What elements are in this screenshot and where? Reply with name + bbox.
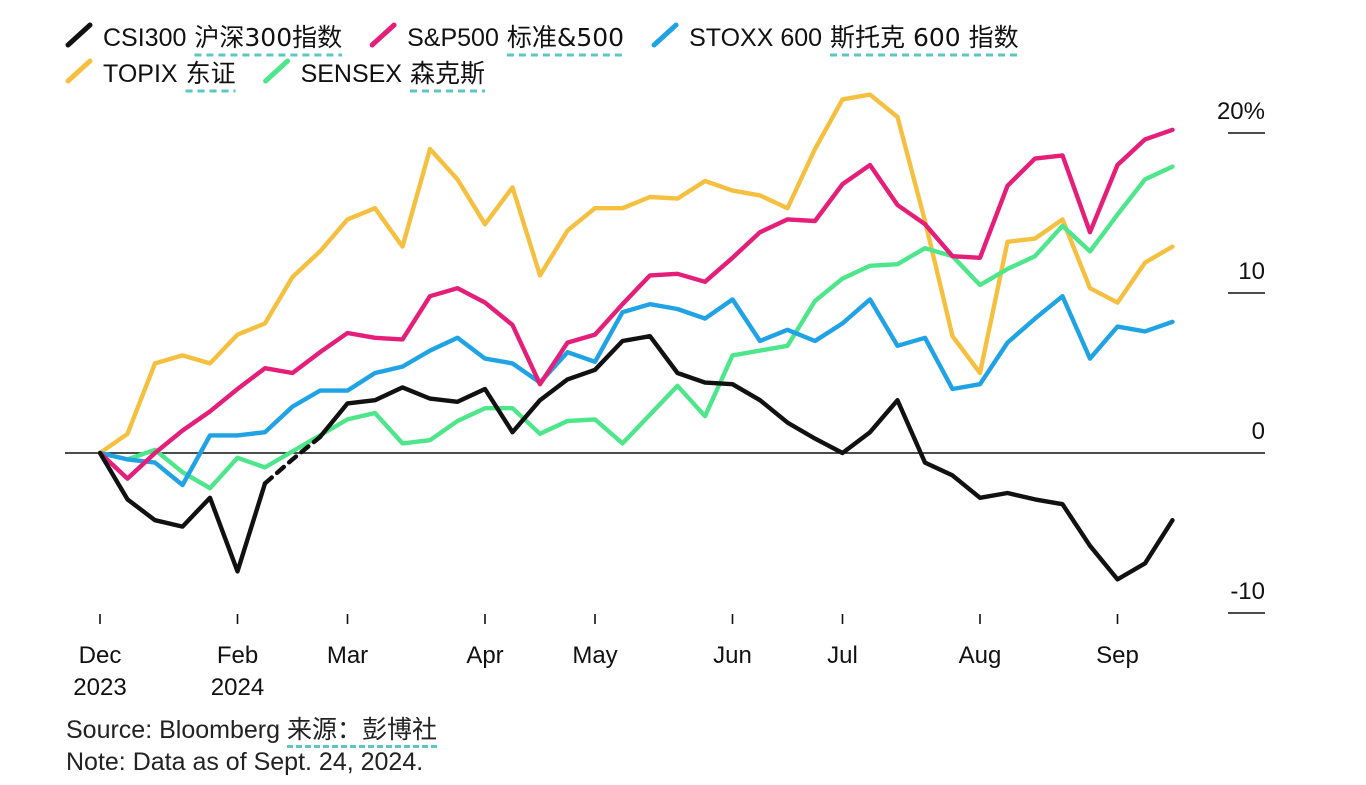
legend-label-translation: 森克斯	[410, 59, 485, 88]
series-line-sensex	[97, 164, 1175, 491]
chart-legend: CSI300 沪深300指数 S&P500 标准&500 STOXX 600 斯托克 60…	[65, 22, 1019, 93]
series-line-topix	[97, 92, 1175, 456]
series-lines	[97, 92, 1175, 582]
legend-swatch	[651, 22, 679, 48]
y-tick-label: -10	[1230, 578, 1265, 605]
chart-footer: Source: Bloomberg 来源：彭博社 Note: Data as o…	[66, 714, 437, 778]
legend-item-csi300: CSI300 沪深300指数	[65, 22, 343, 57]
legend-item-sensex: SENSEX 森克斯	[263, 58, 486, 93]
legend-item-stoxx-600: STOXX 600 斯托克 600 指数	[651, 22, 1019, 57]
series-line-stoxx-600	[97, 294, 1175, 488]
legend-label: STOXX 600	[689, 24, 822, 52]
legend-swatch	[263, 58, 291, 84]
x-tick-label: Jul	[827, 642, 858, 669]
legend-label-translation: 斯托克 600 指数	[830, 23, 1019, 52]
x-tick-label: Mar	[327, 642, 368, 669]
series-line-csi300	[97, 450, 268, 574]
x-tick-label: Apr	[466, 642, 503, 669]
legend-item-s-p500: S&P500 标准&500	[369, 22, 625, 57]
source-line: Source: Bloomberg 来源：彭博社	[66, 714, 437, 748]
legend-label: TOPIX	[103, 60, 178, 88]
x-axis: Dec 2023 Feb 2024 Mar Apr May Jun Jul Aug Sep	[73, 614, 1139, 700]
x-tick-label: Jun	[713, 642, 752, 669]
legend-label-translation: 标准&500	[507, 23, 624, 52]
note-text: Note: Data as of Sept. 24, 2024.	[66, 748, 424, 776]
series-line-csi300-gap	[262, 434, 323, 486]
x-tick-label: Sep	[1096, 642, 1139, 669]
source-translation: 来源：彭博社	[286, 716, 437, 748]
series-line-csi300-cont	[317, 334, 1175, 582]
source-text: Source: Bloomberg	[66, 716, 287, 744]
legend-item-topix: TOPIX 东证	[65, 58, 236, 93]
legend-swatch	[65, 22, 93, 48]
series-line-s-p500	[97, 127, 1175, 481]
legend-label-translation: 东证	[186, 59, 236, 88]
legend-swatch	[369, 22, 397, 48]
legend-label: CSI300	[103, 24, 186, 52]
legend-label: SENSEX	[301, 60, 403, 88]
x-tick-year: 2024	[211, 674, 264, 700]
y-tick-label: 10	[1238, 258, 1265, 285]
line-chart: CSI300 沪深300指数 S&P500 标准&500 STOXX 600 斯托克 60…	[65, 22, 1265, 700]
x-tick-label: Feb	[217, 642, 258, 669]
x-tick-label: May	[572, 642, 617, 669]
x-tick-year: 2023	[73, 674, 126, 700]
legend-label-translation: 沪深300指数	[194, 23, 342, 52]
legend-swatch	[65, 58, 93, 84]
x-tick-label: Aug	[959, 642, 1002, 669]
legend-label: S&P500	[407, 24, 499, 52]
y-tick-label: 20%	[1217, 98, 1265, 125]
y-tick-label: 0	[1252, 418, 1265, 445]
x-tick-label: Dec	[79, 642, 122, 669]
y-axis: 20% 10 0 -10	[1217, 98, 1265, 614]
